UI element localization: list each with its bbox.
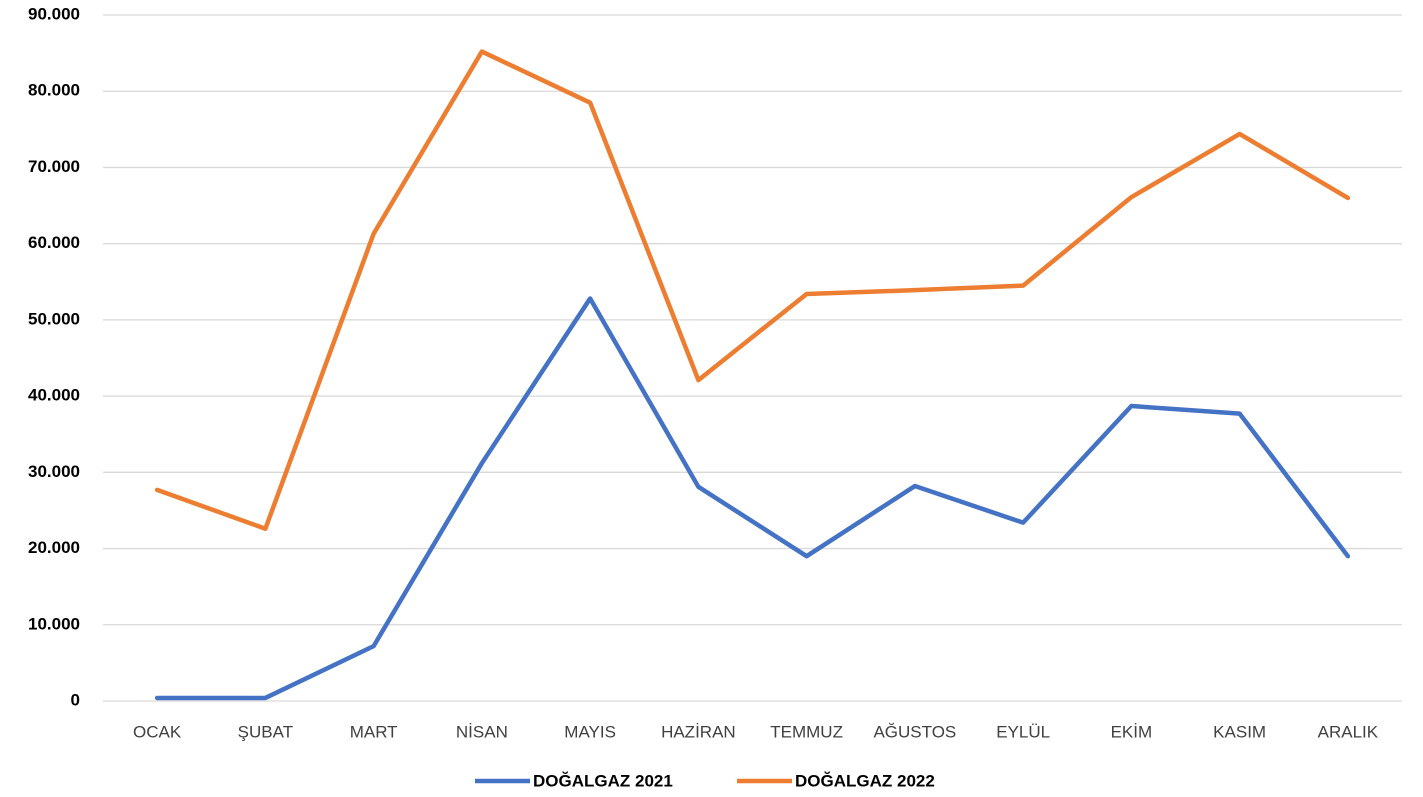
y-tick-label: 60.000: [28, 233, 80, 252]
x-tick-label: TEMMUZ: [770, 722, 843, 741]
y-tick-label: 90.000: [28, 4, 80, 23]
y-tick-label: 0: [71, 690, 80, 709]
y-tick-label: 50.000: [28, 309, 80, 328]
legend-label: DOĞALGAZ 2021: [533, 771, 673, 790]
line-series: [154, 296, 1351, 701]
x-tick-label: EKİM: [1111, 722, 1153, 741]
x-tick-label: ARALIK: [1318, 722, 1379, 741]
line-series: [154, 49, 1351, 531]
x-tick-label: AĞUSTOS: [873, 722, 956, 741]
y-tick-label: 80.000: [28, 81, 80, 100]
x-tick-label: EYLÜL: [996, 722, 1050, 741]
x-tick-label: NİSAN: [456, 722, 508, 741]
x-tick-label: HAZİRAN: [661, 722, 736, 741]
y-tick-label: 20.000: [28, 538, 80, 557]
x-tick-label: MAYIS: [564, 722, 616, 741]
x-tick-label: OCAK: [133, 722, 182, 741]
legend-label: DOĞALGAZ 2022: [795, 771, 935, 790]
x-tick-label: KASIM: [1213, 722, 1266, 741]
x-tick-label: ŞUBAT: [238, 722, 293, 741]
y-tick-label: 30.000: [28, 462, 80, 481]
y-tick-label: 10.000: [28, 614, 80, 633]
x-tick-label: MART: [350, 722, 398, 741]
y-tick-label: 40.000: [28, 386, 80, 405]
y-tick-label: 70.000: [28, 157, 80, 176]
